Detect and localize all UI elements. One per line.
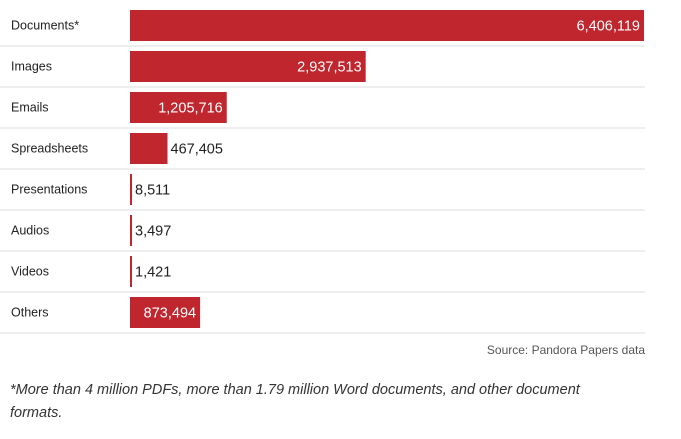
footnote: *More than 4 million PDFs, more than 1.7…	[10, 382, 580, 421]
category-label: Others	[11, 306, 49, 320]
category-label: Presentations	[11, 183, 87, 197]
bar-others	[130, 297, 201, 328]
data-label: 467,405	[171, 142, 223, 158]
data-label: 8,511	[135, 183, 170, 199]
data-label: 873,494	[144, 306, 196, 322]
category-label: Videos	[11, 265, 49, 279]
bar-documents	[130, 10, 644, 41]
bar-audios	[130, 215, 132, 246]
data-label: 2,937,513	[297, 60, 362, 76]
bar-emails	[130, 92, 227, 123]
category-label: Emails	[11, 101, 49, 115]
bar-presentations	[130, 174, 132, 205]
data-label: 1,421	[135, 265, 171, 281]
bar-videos	[130, 256, 132, 287]
bar-images	[130, 51, 366, 82]
bar-spreadsheets	[130, 133, 168, 164]
category-label: Spreadsheets	[11, 142, 88, 156]
category-label: Audios	[11, 224, 49, 238]
category-label: Images	[11, 60, 52, 74]
source-note: Source: Pandora Papers data	[486, 343, 645, 357]
data-label: 1,205,716	[158, 101, 223, 117]
bar-chart: Documents* 6,406,119 Images 2,937,513 Emails…	[0, 10, 645, 334]
category-label: Documents*	[11, 19, 79, 33]
data-label: 6,406,119	[577, 19, 640, 35]
data-label: 3,497	[135, 224, 171, 240]
